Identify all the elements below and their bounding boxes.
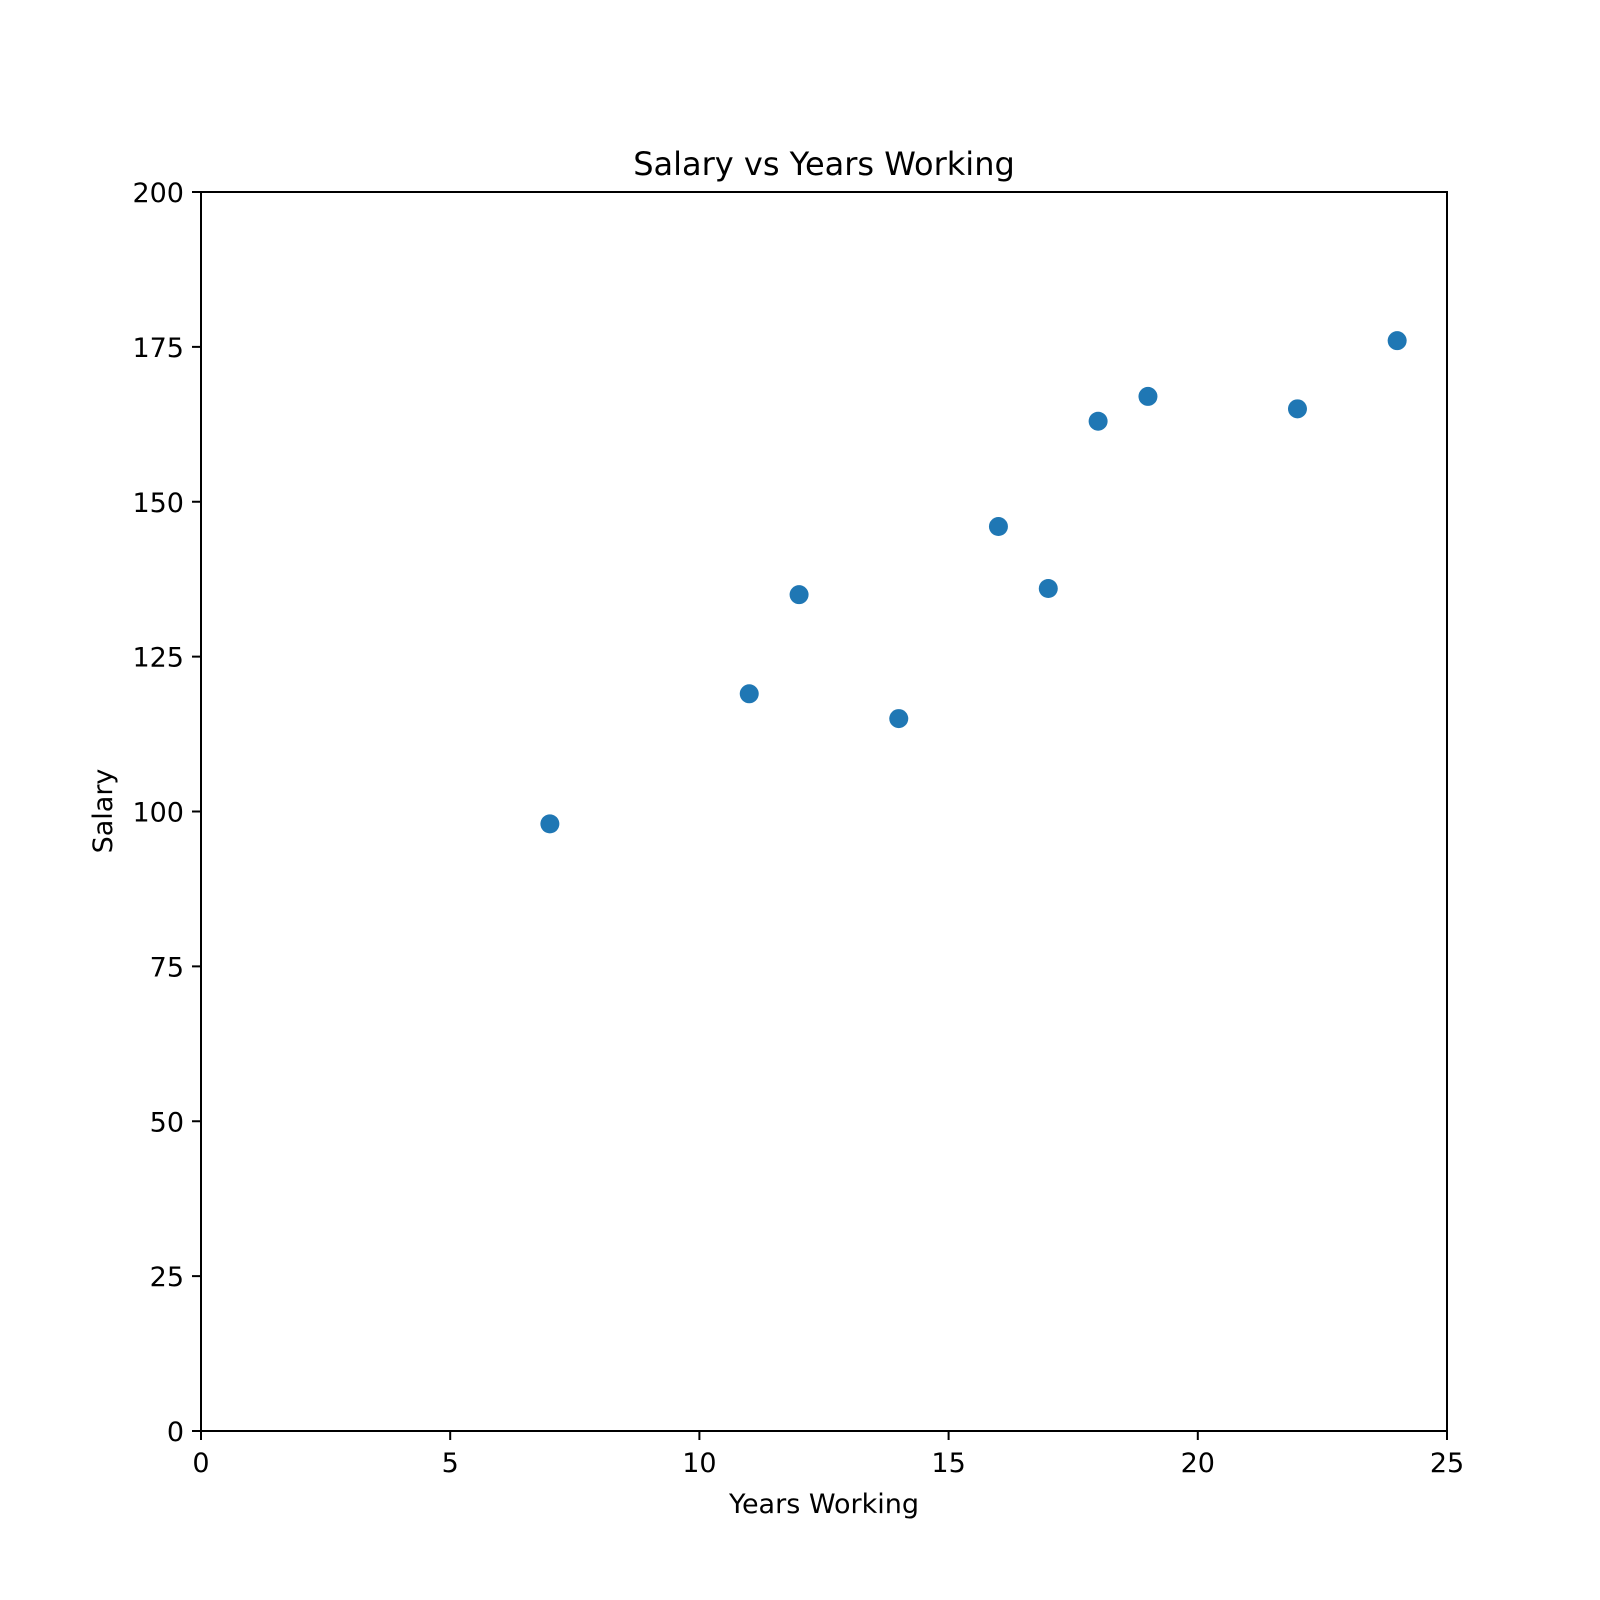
y-tick-label: 75 [150, 952, 184, 983]
x-tick-label: 10 [682, 1448, 716, 1479]
x-tick-label: 20 [1181, 1448, 1215, 1479]
data-point [1138, 386, 1158, 406]
chart-title: Salary vs Years Working [633, 145, 1015, 183]
y-tick-label: 0 [167, 1417, 184, 1448]
axes-frame [200, 191, 1448, 1432]
y-tick-label: 150 [132, 488, 184, 519]
plot-area: 0 5 10 15 20 25 0 25 50 75 100 125 150 175 200 [132, 178, 1464, 1479]
y-tick-label: 200 [132, 178, 184, 209]
y-tick-label: 125 [132, 643, 184, 674]
data-point [1287, 399, 1307, 419]
data-point [739, 684, 759, 704]
y-tick-label: 175 [132, 333, 184, 364]
x-tick-label: 5 [442, 1448, 459, 1479]
data-point [1387, 331, 1407, 351]
x-tick-label: 15 [931, 1448, 965, 1479]
y-tick-label: 100 [132, 798, 184, 829]
data-point [789, 585, 809, 605]
x-axis-label: Years Working [728, 1489, 919, 1520]
data-point [1038, 578, 1058, 598]
x-tick-label: 0 [192, 1448, 209, 1479]
data-point [988, 517, 1008, 537]
y-tick-label: 50 [150, 1107, 184, 1138]
x-tick-label: 25 [1430, 1448, 1464, 1479]
y-axis-label: Salary [88, 769, 119, 854]
data-point [889, 709, 909, 729]
y-tick-label: 25 [150, 1262, 184, 1293]
data-point [540, 814, 560, 834]
data-point [1088, 411, 1108, 431]
